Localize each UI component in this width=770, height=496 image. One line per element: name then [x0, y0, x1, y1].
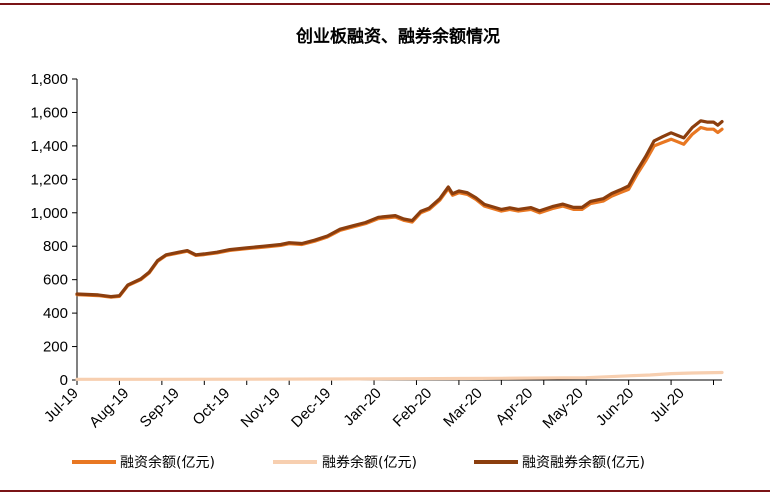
x-tick-label: Feb-20	[390, 385, 436, 431]
x-tick-label-group: Dec-19	[288, 385, 334, 431]
x-tick-label: May-20	[539, 385, 586, 432]
legend: 融资余额(亿元) 融券余额(亿元) 融资融券余额(亿元)	[72, 454, 645, 471]
series-line	[75, 119, 724, 299]
top-border	[0, 3, 770, 5]
x-tick-label-group: Oct-19	[189, 385, 233, 429]
x-tick-label-group: Sep-19	[137, 385, 183, 431]
x-tick-label-group: May-20	[539, 385, 586, 432]
x-tick-label-group: Jan-20	[340, 385, 384, 429]
series-line	[75, 370, 724, 381]
chart-title: 创业板融资、融券余额情况	[295, 26, 500, 47]
x-tick-label: Sep-19	[137, 385, 183, 431]
x-tick-label-group: Jul-19	[41, 385, 82, 426]
x-tick-label: Dec-19	[288, 385, 334, 431]
x-tick-label-group: Feb-20	[390, 385, 436, 431]
y-tick-label: 1,800	[30, 71, 68, 88]
x-tick-label-group: Mar-20	[440, 385, 486, 431]
x-tick-label: Jul-20	[647, 385, 688, 426]
x-tick-label: Aug-19	[86, 385, 132, 431]
y-tick-label: 600	[43, 272, 68, 289]
legend-label: 融券余额(亿元)	[322, 454, 417, 471]
x-tick-label-group: Jun-20	[593, 385, 637, 429]
series-line	[75, 125, 724, 299]
y-tick-label: 200	[43, 339, 68, 356]
y-tick-label: 1,400	[30, 138, 68, 155]
x-tick-label-group: Apr-20	[492, 385, 536, 429]
x-tick-label-group: Aug-19	[86, 385, 132, 431]
x-tick-label-group: Jul-20	[647, 385, 688, 426]
x-tick-label: Mar-20	[440, 385, 486, 431]
x-tick-label: Apr-20	[492, 385, 536, 429]
series-lines	[75, 119, 724, 381]
y-tick-label: 400	[43, 305, 68, 322]
y-tick-label: 1,600	[30, 104, 68, 121]
legend-label: 融资融券余额(亿元)	[522, 454, 645, 471]
x-tick-label: Nov-19	[238, 385, 284, 431]
x-tick-label: Oct-19	[189, 385, 233, 429]
x-tick-label-group: Nov-19	[238, 385, 284, 431]
bottom-border	[0, 490, 770, 492]
y-tick-label: 0	[60, 372, 68, 389]
y-tick-label: 1,000	[30, 205, 68, 222]
x-tick-label: Jun-20	[593, 385, 637, 429]
y-tick-label: 800	[43, 238, 68, 255]
x-tick-label: Jan-20	[340, 385, 384, 429]
y-tick-label: 1,200	[30, 171, 68, 188]
legend-label: 融资余额(亿元)	[120, 454, 215, 471]
x-tick-label: Jul-19	[41, 385, 82, 426]
